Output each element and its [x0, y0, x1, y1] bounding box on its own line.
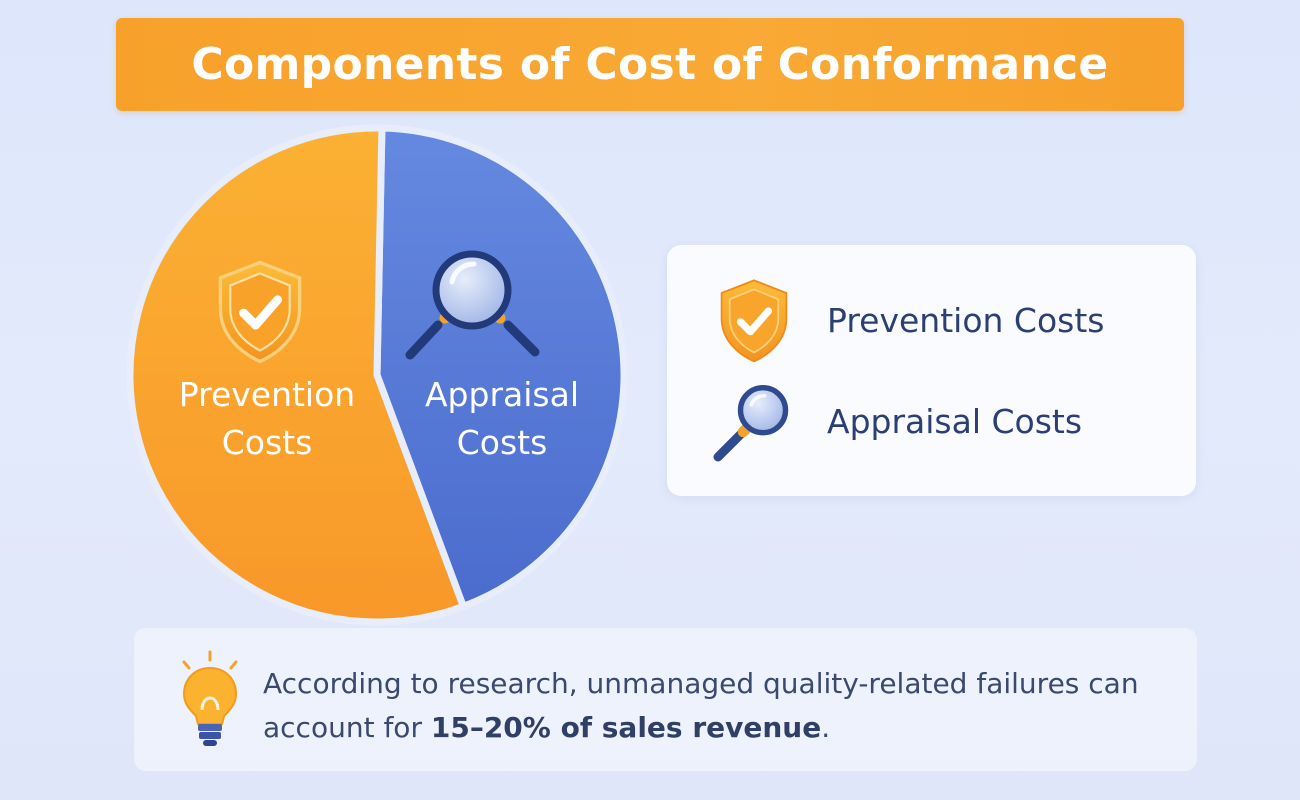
pie-magnifier-icon	[405, 250, 540, 360]
legend-panel: Prevention Costs Appraisal Costs	[667, 245, 1196, 496]
shield-check-icon	[720, 279, 788, 363]
legend-label-appraisal: Appraisal Costs	[827, 401, 1083, 441]
note-highlight: 15–20% of sales revenue	[430, 711, 822, 744]
magnifier-icon	[713, 385, 789, 462]
page-title: Components of Cost of Conformance	[191, 39, 1109, 90]
pie-slice-appraisal	[373, 124, 628, 610]
legend-item-appraisal: Appraisal Costs	[709, 376, 1082, 466]
note-text-start: According to research, unmanaged quality…	[263, 667, 1139, 744]
lightbulb-icon	[182, 650, 238, 746]
note-text: According to research, unmanaged quality…	[263, 662, 1163, 750]
pie-shield-check-icon	[218, 260, 302, 364]
title-banner: Components of Cost of Conformance	[116, 18, 1184, 111]
legend-item-prevention: Prevention Costs	[709, 275, 1104, 365]
research-note: According to research, unmanaged quality…	[134, 628, 1197, 771]
pie-label-prevention: Prevention Costs	[179, 375, 355, 462]
legend-label-prevention: Prevention Costs	[827, 300, 1105, 340]
pie-label-appraisal: Appraisal Costs	[425, 375, 579, 462]
pie-slice-prevention	[126, 124, 467, 626]
note-text-end: .	[821, 711, 831, 744]
